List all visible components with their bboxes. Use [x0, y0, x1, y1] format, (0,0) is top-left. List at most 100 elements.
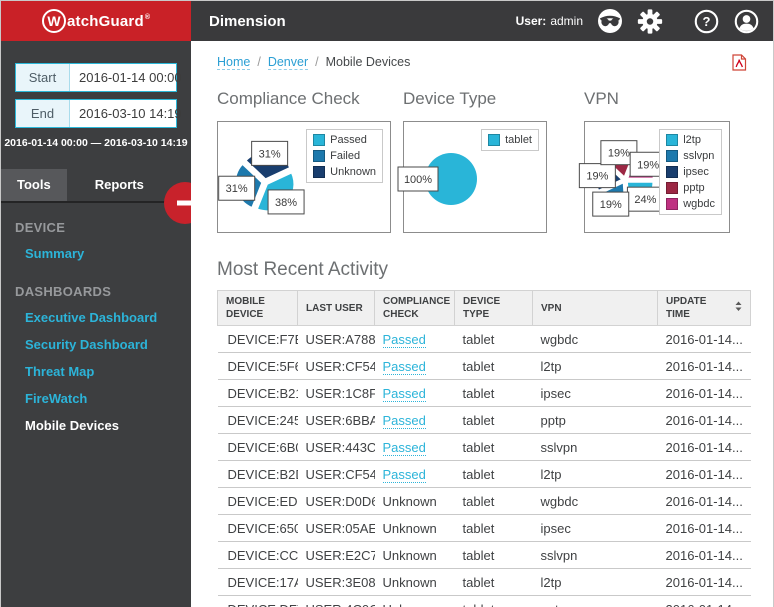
sidebar-item-summary[interactable]: Summary — [25, 246, 85, 261]
start-date-field[interactable]: Start 2016-01-14 00:00 — [15, 63, 182, 92]
table-header-row: MOBILE DEVICE LAST USER COMPLIANCE CHECK… — [217, 290, 751, 326]
registered-mark: ® — [144, 13, 150, 21]
cell-vpn: ipsec — [532, 514, 658, 542]
start-date-value[interactable]: 2016-01-14 00:00 — [79, 70, 182, 85]
compliance-passed-link[interactable]: Passed — [382, 332, 426, 348]
end-date-field[interactable]: End 2016-03-10 14:19 — [15, 99, 182, 128]
cell-last-user: USER:3E08-F... — [297, 568, 375, 596]
cell-mobile-device: DEVICE:F7E... — [217, 325, 298, 353]
cell-last-user: USER:1C8F-3... — [297, 379, 375, 407]
device-type-chart[interactable]: 100% tablet — [397, 121, 547, 233]
col-header-update-time[interactable]: UPDATE TIME — [657, 290, 751, 326]
legend-label: wgbdc — [683, 198, 715, 210]
legend-swatch — [666, 150, 679, 162]
cell-update-time: 2016-01-14... — [657, 460, 751, 488]
sidebar-item-executive-dashboard[interactable]: Executive Dashboard — [25, 310, 158, 325]
sort-arrows-icon[interactable] — [735, 301, 742, 316]
legend-swatch — [313, 134, 326, 146]
date-range-summary: 2016-01-14 00:00 — 2016-03-10 14:19 — [4, 137, 188, 149]
pie-data-label-box — [267, 189, 305, 215]
legend-item: Failed — [313, 150, 376, 162]
breadcrumb-current: Mobile Devices — [325, 55, 411, 69]
cell-compliance: Passed — [374, 460, 455, 488]
privacy-goggles-icon[interactable] — [597, 8, 623, 34]
chart-legend: Passed Failed Unknown — [306, 129, 383, 183]
compliance-passed-link[interactable]: Passed — [382, 467, 426, 483]
pie-slice[interactable] — [425, 153, 477, 205]
pie-canvas[interactable]: 38% 31% 31% — [218, 122, 390, 232]
compliance-passed-link[interactable]: Passed — [382, 386, 426, 402]
compliance-passed-link[interactable]: Passed — [382, 359, 426, 375]
cell-device-type: tablet — [454, 460, 533, 488]
cell-update-time: 2016-01-14... — [657, 568, 751, 596]
col-header-device-type[interactable]: DEVICE TYPE — [454, 290, 533, 326]
table-row: DEVICE:DF7...USER:4C0C-8...Unknowntablet… — [217, 595, 751, 607]
cell-last-user: USER:E2C7-0... — [297, 541, 375, 569]
legend-item: Passed — [313, 134, 376, 146]
vpn-chart[interactable]: 24% 19% 19% 19% 19% l2tp sslvpn ipsec pptp wgbdc — [578, 121, 730, 233]
pie-data-label: 31% — [226, 183, 248, 195]
nav-header-device: DEVICE — [15, 220, 66, 235]
col-header-compliance-check[interactable]: COMPLIANCE CHECK — [374, 290, 455, 326]
legend-item: pptp — [666, 182, 715, 194]
cell-vpn: l2tp — [532, 460, 658, 488]
help-icon[interactable]: ? — [693, 8, 719, 34]
cell-last-user: USER:D0D6-2... — [297, 487, 375, 515]
col-header-vpn[interactable]: VPN — [532, 290, 658, 326]
cell-last-user: USER:6BBA-1... — [297, 406, 375, 434]
tab-tools[interactable]: Tools — [1, 169, 67, 201]
sidebar-item-security-dashboard[interactable]: Security Dashboard — [25, 337, 148, 352]
pdf-export-icon[interactable] — [732, 53, 747, 71]
legend-swatch — [313, 150, 326, 162]
sidebar-item-firewatch[interactable]: FireWatch — [25, 391, 88, 406]
sidebar-item-threat-map[interactable]: Threat Map — [25, 364, 95, 379]
table-row: DEVICE:B2D...USER:CF54-3... Passed tabletl… — [217, 460, 751, 488]
cell-vpn: pptp — [532, 595, 658, 607]
cell-update-time: 2016-01-14... — [657, 514, 751, 542]
brand-text: atchGuard — [67, 12, 144, 30]
cell-mobile-device: DEVICE:17A... — [217, 568, 298, 596]
legend-item: Unknown — [313, 166, 376, 178]
recent-activity-title: Most Recent Activity — [217, 259, 389, 280]
pie-canvas[interactable]: 100% — [397, 122, 546, 232]
compliance-check-chart[interactable]: 38% 31% 31% Passed Failed Unknown — [217, 121, 391, 233]
table-row: DEVICE:CC...USER:E2C7-0...Unknowntablets… — [217, 541, 751, 569]
pie-data-label-box — [592, 191, 630, 217]
col-header-mobile-device[interactable]: MOBILE DEVICE — [217, 290, 298, 326]
pie-data-label: 24% — [634, 194, 656, 206]
gear-icon[interactable] — [637, 8, 663, 34]
chart-title-compliance: Compliance Check — [217, 89, 360, 108]
sidebar: Start 2016-01-14 00:00 End 2016-03-10 14… — [1, 41, 191, 607]
compliance-passed-link[interactable]: Passed — [382, 413, 426, 429]
legend-item: sslvpn — [666, 150, 715, 162]
col-header-last-user[interactable]: LAST USER — [297, 290, 375, 326]
cell-mobile-device: DEVICE:6B0... — [217, 433, 298, 461]
sidebar-item-mobile-devices[interactable]: Mobile Devices — [25, 418, 119, 433]
pie-data-label: 31% — [259, 148, 281, 160]
cell-vpn: sslvpn — [532, 541, 658, 569]
cell-compliance: Unknown — [374, 487, 455, 515]
table-row: DEVICE:5F6...USER:CF54-3... Passed tabletl… — [217, 352, 751, 380]
pie-canvas[interactable]: 24%19%19%19%19% — [578, 122, 729, 232]
sidebar-nav: DEVICE Summary DASHBOARDS Executive Dash… — [1, 203, 191, 439]
cell-device-type: tablet — [454, 514, 533, 542]
breadcrumb-home[interactable]: Home — [217, 54, 251, 70]
compliance-passed-link[interactable]: Passed — [382, 440, 426, 456]
breadcrumb-denver[interactable]: Denver — [267, 54, 309, 70]
legend-item: ipsec — [666, 166, 715, 178]
legend-label: Passed — [330, 134, 367, 146]
legend-label: tablet — [505, 134, 532, 146]
minus-icon — [177, 200, 193, 206]
tab-reports[interactable]: Reports — [94, 177, 144, 192]
legend-label: pptp — [683, 182, 705, 194]
cell-last-user: USER:CF54-3... — [297, 352, 375, 380]
legend-label: Failed — [330, 150, 361, 162]
cell-compliance: Passed — [374, 379, 455, 407]
user-account-icon[interactable] — [733, 8, 759, 34]
table-row: DEVICE:ED0...USER:D0D6-2...Unknowntablet… — [217, 487, 751, 515]
cell-vpn: pptp — [532, 406, 658, 434]
charts-row: Compliance Check 38% 31% 31% Passed Failed U… — [217, 71, 747, 233]
end-date-value[interactable]: 2016-03-10 14:19 — [79, 106, 182, 121]
